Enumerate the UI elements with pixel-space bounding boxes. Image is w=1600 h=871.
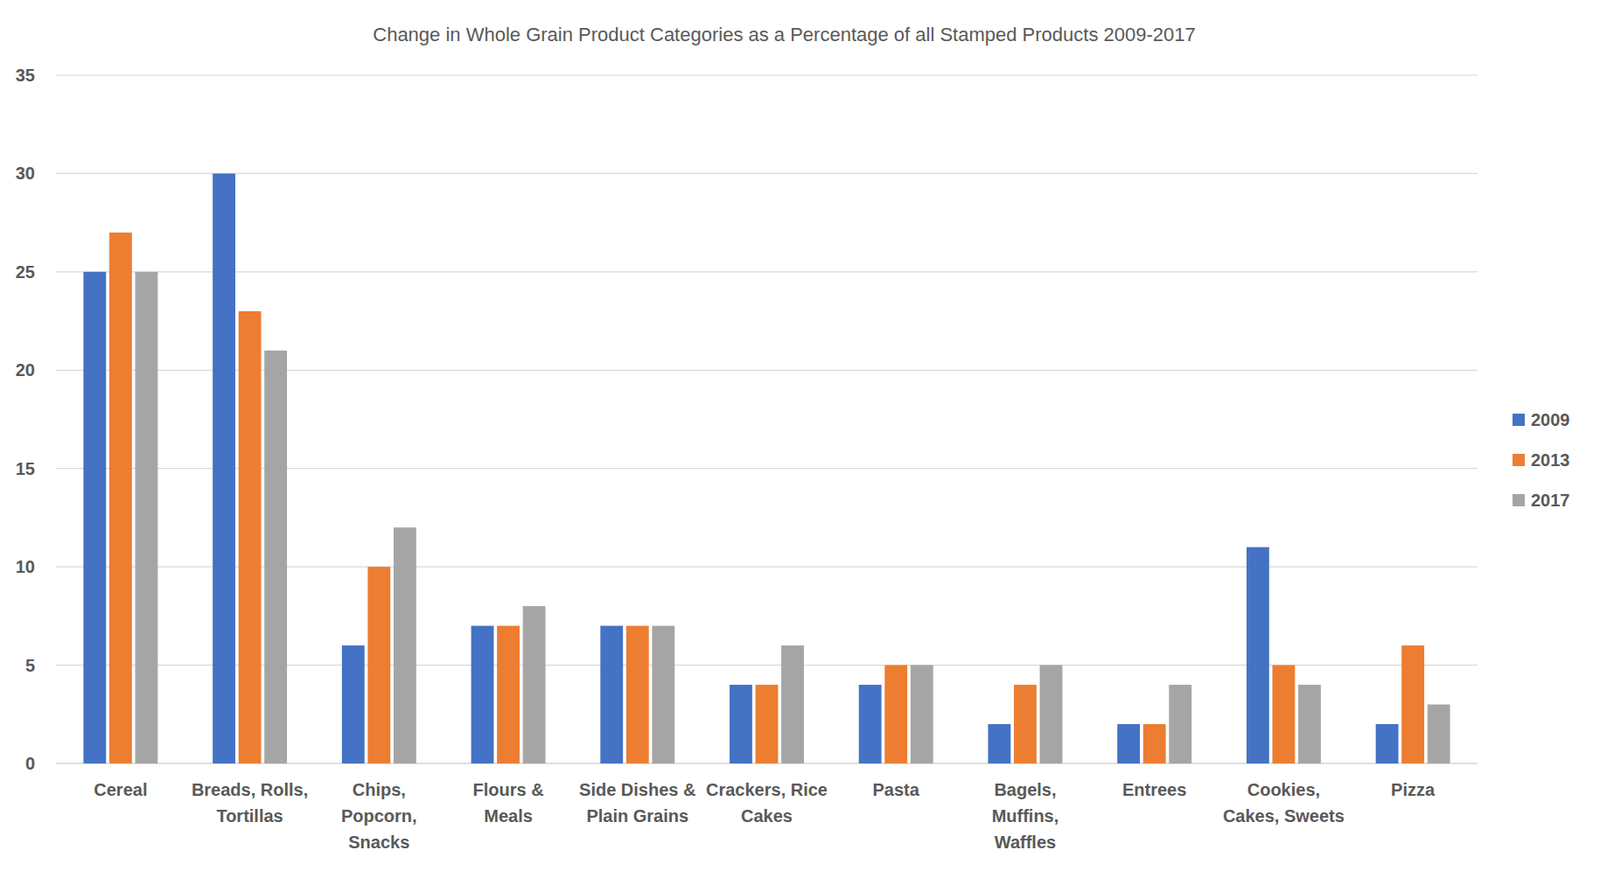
bar [471, 626, 495, 764]
x-tick-label: Pasta [873, 780, 921, 800]
bar [600, 626, 623, 764]
bar [859, 684, 882, 764]
bars [83, 173, 1450, 764]
label-line: Flours & [472, 780, 544, 800]
y-tick-label: 25 [15, 262, 35, 282]
grid-line [55, 271, 1478, 273]
label-line: Chips, [352, 780, 406, 800]
bar [523, 606, 546, 764]
bar [755, 684, 779, 764]
label-line: Cakes, Sweets [1222, 806, 1345, 826]
x-tick-label: Flours & Meals [472, 780, 544, 826]
bar [781, 645, 804, 764]
bar [1376, 724, 1399, 764]
x-tick-label: Entrees [1122, 780, 1187, 800]
bar [729, 684, 753, 764]
y-tick-label: 20 [15, 360, 35, 380]
bar [109, 232, 133, 764]
y-tick-label: 5 [25, 656, 35, 676]
bar [1246, 547, 1270, 764]
x-tick-label: Bagels, Muffins, Waffles [992, 780, 1060, 853]
bar [134, 272, 158, 764]
label-line: Entrees [1122, 780, 1187, 800]
y-tick-label: 30 [15, 163, 35, 183]
bar [212, 173, 236, 764]
background [0, 0, 1600, 871]
y-tick-label: 10 [15, 557, 35, 577]
bar [83, 272, 106, 764]
label-line: Crackers, Rice [705, 780, 828, 800]
label-line: Bagels, [993, 780, 1056, 800]
bar [1117, 724, 1140, 764]
bar [651, 626, 675, 764]
label-line: Popcorn, [341, 806, 418, 826]
x-tick-label: Pizza [1390, 780, 1436, 800]
x-tick-label: Side Dishes & Plain Grains [579, 780, 696, 826]
bar [1143, 724, 1167, 764]
bar [1271, 665, 1295, 764]
x-tick-label: Breads, Rolls, Tortillas [191, 780, 308, 826]
bar [342, 645, 365, 764]
x-tick-label: Cereal [93, 780, 147, 800]
x-tick-label: Cookies, Cakes, Sweets [1222, 780, 1345, 826]
title: Change in Whole Grain Product Categories… [372, 23, 1195, 46]
bar [1427, 705, 1451, 764]
label-line: Pizza [1390, 780, 1436, 800]
bar [626, 626, 650, 764]
bar [1013, 684, 1037, 764]
bar [264, 350, 287, 764]
chart: Change in Whole Grain Product Categories… [0, 0, 1600, 871]
bar [367, 566, 391, 764]
label-line: Snacks [348, 832, 410, 853]
legend-label: 2017 [1530, 490, 1571, 511]
legend-swatch [1512, 494, 1525, 507]
bar [1401, 645, 1425, 764]
label-line: Plain Grains [586, 806, 689, 826]
grid [55, 75, 1478, 764]
label-line: Breads, Rolls, [191, 780, 308, 800]
legend-swatch [1512, 413, 1525, 427]
legend: 2009 2013 2017 [1512, 410, 1571, 511]
bar [238, 311, 262, 764]
bar [1040, 665, 1063, 764]
y-tick-label: 0 [25, 754, 35, 774]
grid-line [55, 173, 1478, 175]
grid-line [55, 74, 1478, 76]
legend-swatch [1512, 454, 1525, 467]
legend-label: 2013 [1530, 450, 1571, 470]
x-tick-label: Chips, Popcorn, Snacks [341, 780, 418, 853]
label-line: Waffles [994, 832, 1056, 853]
bar [496, 626, 520, 764]
label-line: Muffins, [992, 806, 1060, 826]
label-line: Cereal [93, 780, 147, 800]
label-line: Tortillas [216, 806, 283, 826]
label-line: Pasta [873, 780, 921, 800]
bar [987, 724, 1011, 764]
label-line: Cookies, [1247, 780, 1321, 800]
x-tick-label: Crackers, Rice Cakes [705, 780, 828, 826]
bar [393, 527, 417, 764]
bar [910, 665, 934, 764]
bar [884, 665, 908, 764]
label-line: Meals [483, 806, 533, 826]
y-tick-label: 35 [15, 65, 35, 85]
legend-label: 2009 [1530, 410, 1571, 430]
label-line: Side Dishes & [579, 780, 696, 800]
bar [1168, 684, 1192, 764]
bar [1298, 684, 1321, 764]
label-line: Cakes [740, 806, 793, 826]
y-tick-label: 15 [15, 459, 35, 479]
